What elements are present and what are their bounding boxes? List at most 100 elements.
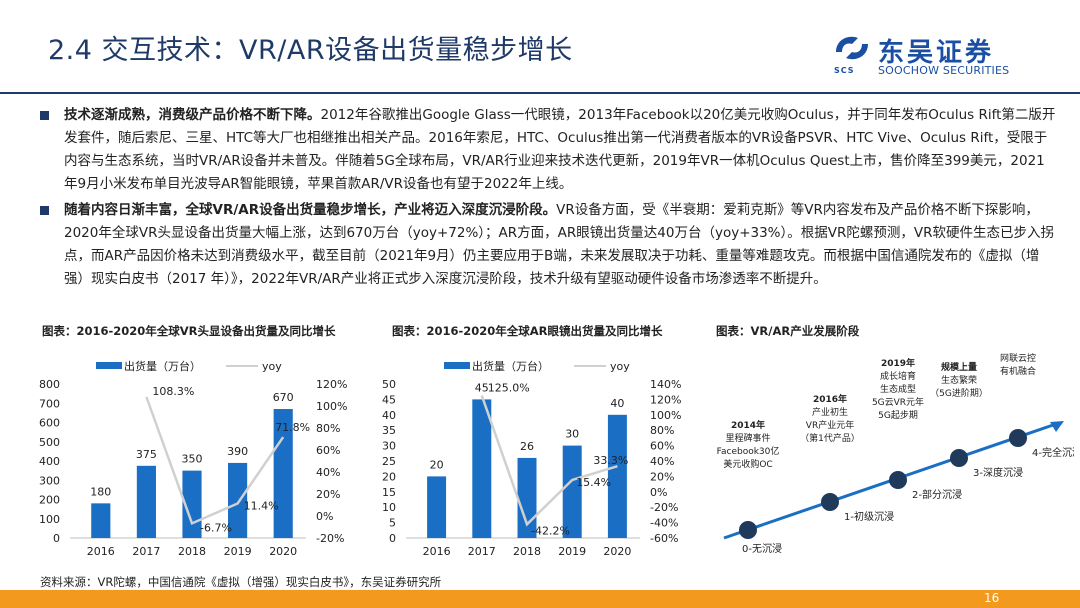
vr-shipment-chart: 出货量（万台） yoy 0 100 200 300 400 500 600 700 800 -20% 0… <box>39 359 347 558</box>
logo-mark: SCS <box>834 66 855 75</box>
stage-desc-line: 2016年 <box>813 393 847 405</box>
x-tick-label: 2020 <box>269 545 297 558</box>
bar-data-label: 375 <box>136 448 157 461</box>
bullet-heading: 随着内容日渐丰富，全球VR/AR设备出货量稳步增长，产业将迈入深度沉浸阶段。 <box>64 202 557 218</box>
stage-desc-line: 2014年 <box>731 419 765 431</box>
bar <box>273 409 293 538</box>
stage-label: 0-无沉浸 <box>742 542 782 555</box>
stage-desc-line: 美元收购OC <box>723 458 772 470</box>
y2-tick-label: 80% <box>650 424 674 437</box>
y2-tick-label: 140% <box>650 378 681 391</box>
x-tick-label: 2016 <box>87 545 115 558</box>
x-tick-label: 2017 <box>468 545 496 558</box>
stage-desc-line: （第1代产品） <box>800 432 860 444</box>
ar-chart-title: 图表：2016-2020年全球AR眼镜出货量及同比增长 <box>392 324 663 338</box>
x-tick-label: 2017 <box>132 545 160 558</box>
company-logo: SCS 东吴证券 SOOCHOW SECURITIES <box>826 32 1026 80</box>
logo-name: 东吴证券 <box>878 38 995 68</box>
y-tick-label: 35 <box>382 424 396 437</box>
bar-data-label: 20 <box>430 458 444 471</box>
stage-label: 1-初级沉浸 <box>844 510 894 523</box>
y2-tick-label: 100% <box>316 400 347 413</box>
bullet-heading: 技术逐渐成熟，消费级产品价格不断下降。 <box>64 107 321 123</box>
bar-data-label: 390 <box>227 445 248 458</box>
stage-desc-line: 5G云VR元年 <box>872 396 924 408</box>
stage-dot <box>1009 429 1027 447</box>
bar-data-label: 45 <box>475 381 489 394</box>
stage-desc-line: Facebook30亿 <box>717 445 780 457</box>
stage-desc-line: 生态成型 <box>880 383 916 395</box>
bar <box>562 445 582 538</box>
y-tick-label: 200 <box>39 494 60 507</box>
legend-bar-label: 出货量（万台） <box>472 359 549 373</box>
bullet-square-icon <box>40 206 49 215</box>
y-tick-label: 300 <box>39 474 60 487</box>
stage-dot <box>739 521 757 539</box>
y2-tick-label: 60% <box>650 440 674 453</box>
stage-label: 3-深度沉浸 <box>973 466 1023 479</box>
y2-tick-label: 100% <box>650 409 681 422</box>
legend-line-label: yoy <box>610 360 630 373</box>
y-tick-label: 30 <box>382 440 396 453</box>
bar <box>136 465 156 538</box>
yoy-data-label: 125.0% <box>488 382 530 395</box>
bar-data-label: 26 <box>520 440 534 453</box>
stage-desc-line: 网联云控 <box>1000 352 1036 364</box>
bullet-text: 2012年谷歌推出Google Glass一代眼镜，2013年Facebook以… <box>64 107 1056 192</box>
yoy-data-label: -6.7% <box>200 521 232 534</box>
y-tick-label: 40 <box>382 409 396 422</box>
y-tick-label: 45 <box>382 393 396 406</box>
page-title: 2.4 交互技术：VR/AR设备出货量稳步增长 <box>48 35 573 66</box>
legend-line-label: yoy <box>262 360 282 373</box>
y2-tick-label: 0% <box>316 510 333 523</box>
y2-tick-label: 40% <box>650 455 674 468</box>
y-tick-label: 25 <box>382 455 396 468</box>
ar-shipment-chart: 出货量（万台） yoy 0 5 10 15 20 25 30 35 40 45 50 -60% -40% -2… <box>382 359 681 558</box>
y2-tick-label: -40% <box>650 517 678 530</box>
y-tick-label: 0 <box>389 532 396 545</box>
logo-emblem-icon <box>836 36 868 60</box>
x-tick-label: 2020 <box>603 545 631 558</box>
y-tick-label: 400 <box>39 455 60 468</box>
bar-data-label: 40 <box>610 397 624 410</box>
stage-desc-line: （5G进阶期） <box>930 387 988 399</box>
x-tick-label: 2018 <box>513 545 541 558</box>
y2-tick-label: 20% <box>316 488 340 501</box>
y2-tick-label: -60% <box>650 532 678 545</box>
progress-arrow-head <box>1050 421 1064 432</box>
bar-data-label: 30 <box>565 428 579 441</box>
yoy-data-label: 15.4% <box>576 476 611 489</box>
bullet-list: 技术逐渐成熟，消费级产品价格不断下降。2012年谷歌推出Google Glass… <box>38 104 1058 294</box>
stage-desc-line: 规模上量 <box>941 361 977 373</box>
stage-dot <box>950 449 968 467</box>
x-tick-label: 2018 <box>178 545 206 558</box>
y2-tick-label: -20% <box>650 501 678 514</box>
y-tick-label: 5 <box>389 517 396 530</box>
vr-chart-title: 图表：2016-2020年全球VR头显设备出货量及同比增长 <box>42 324 336 338</box>
bullet-square-icon <box>40 111 49 120</box>
legend-bar-swatch <box>444 362 470 369</box>
y2-tick-label: -20% <box>316 532 344 545</box>
page-number: 16 <box>984 591 1000 605</box>
y-tick-label: 700 <box>39 397 60 410</box>
stage-dot <box>821 493 839 511</box>
y-tick-label: 500 <box>39 436 60 449</box>
bar <box>607 414 627 538</box>
bar <box>472 399 492 538</box>
stage-desc-line: 成长培育 <box>880 370 916 382</box>
yoy-data-label: 108.3% <box>152 385 194 398</box>
bar-data-label: 350 <box>182 453 203 466</box>
yoy-line <box>145 396 285 526</box>
y2-tick-label: 80% <box>316 422 340 435</box>
legend-bar-label: 出货量（万台） <box>124 359 201 373</box>
y2-tick-label: 0% <box>650 486 667 499</box>
bar-data-label: 670 <box>273 391 294 404</box>
bar-data-label: 180 <box>90 485 111 498</box>
legend-bar-swatch <box>96 362 122 369</box>
y2-tick-label: 40% <box>316 466 340 479</box>
bullet-paragraph: 随着内容日渐丰富，全球VR/AR设备出货量稳步增长，产业将迈入深度沉浸阶段。VR… <box>38 199 1058 291</box>
yoy-data-label: -42.2% <box>531 524 570 537</box>
y-tick-label: 800 <box>39 378 60 391</box>
stage-desc-line: 里程碑事件 <box>725 432 770 444</box>
